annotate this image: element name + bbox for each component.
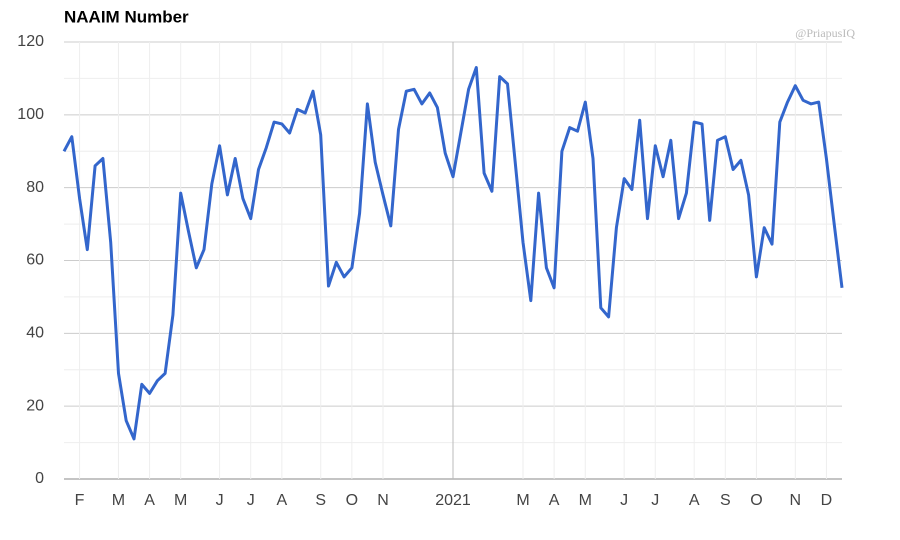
- x-tick-label: J: [216, 492, 224, 509]
- y-tick-label: 80: [26, 179, 44, 196]
- data-line: [62, 66, 844, 441]
- x-tick-label: J: [247, 492, 255, 509]
- x-tick-label: O: [750, 492, 762, 509]
- x-tick-label: A: [277, 492, 288, 509]
- x-tick-label: A: [549, 492, 560, 509]
- watermark: @PriapusIQ: [795, 26, 855, 40]
- y-tick-label: 60: [26, 252, 44, 269]
- x-tick-label: S: [720, 492, 731, 509]
- x-tick-label: J: [651, 492, 659, 509]
- x-tick-label: M: [112, 492, 125, 509]
- y-tick-label: 40: [26, 325, 44, 342]
- x-tick-label: N: [377, 492, 389, 509]
- x-tick-label: 2021: [435, 492, 471, 509]
- x-tick-label: A: [689, 492, 700, 509]
- x-tick-label: O: [346, 492, 358, 509]
- y-tick-label: 0: [35, 470, 44, 487]
- x-tick-label: S: [315, 492, 326, 509]
- x-tick-label: M: [174, 492, 187, 509]
- y-tick-label: 120: [17, 33, 44, 50]
- y-tick-label: 100: [17, 106, 44, 123]
- x-tick-label: D: [821, 492, 833, 509]
- x-tick-label: N: [790, 492, 802, 509]
- x-tick-label: M: [516, 492, 529, 509]
- y-tick-label: 20: [26, 397, 44, 414]
- x-tick-label: M: [579, 492, 592, 509]
- x-tick-label: F: [75, 492, 85, 509]
- chart-title: NAAIM Number: [64, 7, 189, 26]
- x-tick-label: J: [620, 492, 628, 509]
- x-tick-label: A: [144, 492, 155, 509]
